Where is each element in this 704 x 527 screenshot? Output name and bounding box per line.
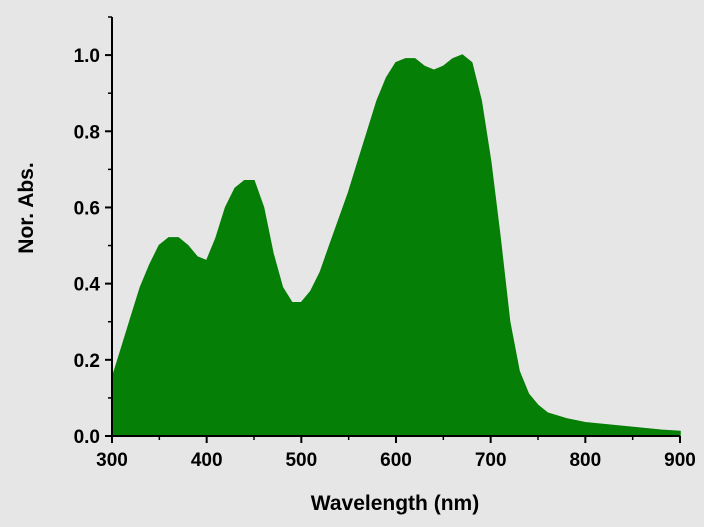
x-tick-label: 500 bbox=[285, 450, 317, 471]
absorption-area-0 bbox=[111, 54, 681, 437]
x-tick-label: 600 bbox=[380, 450, 412, 471]
plot-area: 300 400 500 600 700 800 900 0.0 0.2 0.4 0.6 0.8 1.0 bbox=[74, 16, 696, 471]
y-tick-label: 0.4 bbox=[74, 275, 101, 296]
x-tick-label: 300 bbox=[96, 450, 128, 471]
x-tick-label: 700 bbox=[475, 450, 507, 471]
x-tick-label: 900 bbox=[664, 450, 696, 471]
y-tick-label: 0.2 bbox=[74, 351, 100, 372]
y-axis-title: Nor. Abs. bbox=[15, 162, 38, 253]
x-tick-label: 400 bbox=[191, 450, 223, 471]
y-tick-label: 0.0 bbox=[74, 427, 100, 448]
y-tick-label: 1.0 bbox=[74, 46, 100, 67]
x-axis-title: Wavelength (nm) bbox=[311, 492, 479, 515]
y-tick-label: 0.8 bbox=[74, 122, 100, 143]
y-tick-label: 0.6 bbox=[74, 198, 100, 219]
x-tick-label: 800 bbox=[569, 450, 601, 471]
